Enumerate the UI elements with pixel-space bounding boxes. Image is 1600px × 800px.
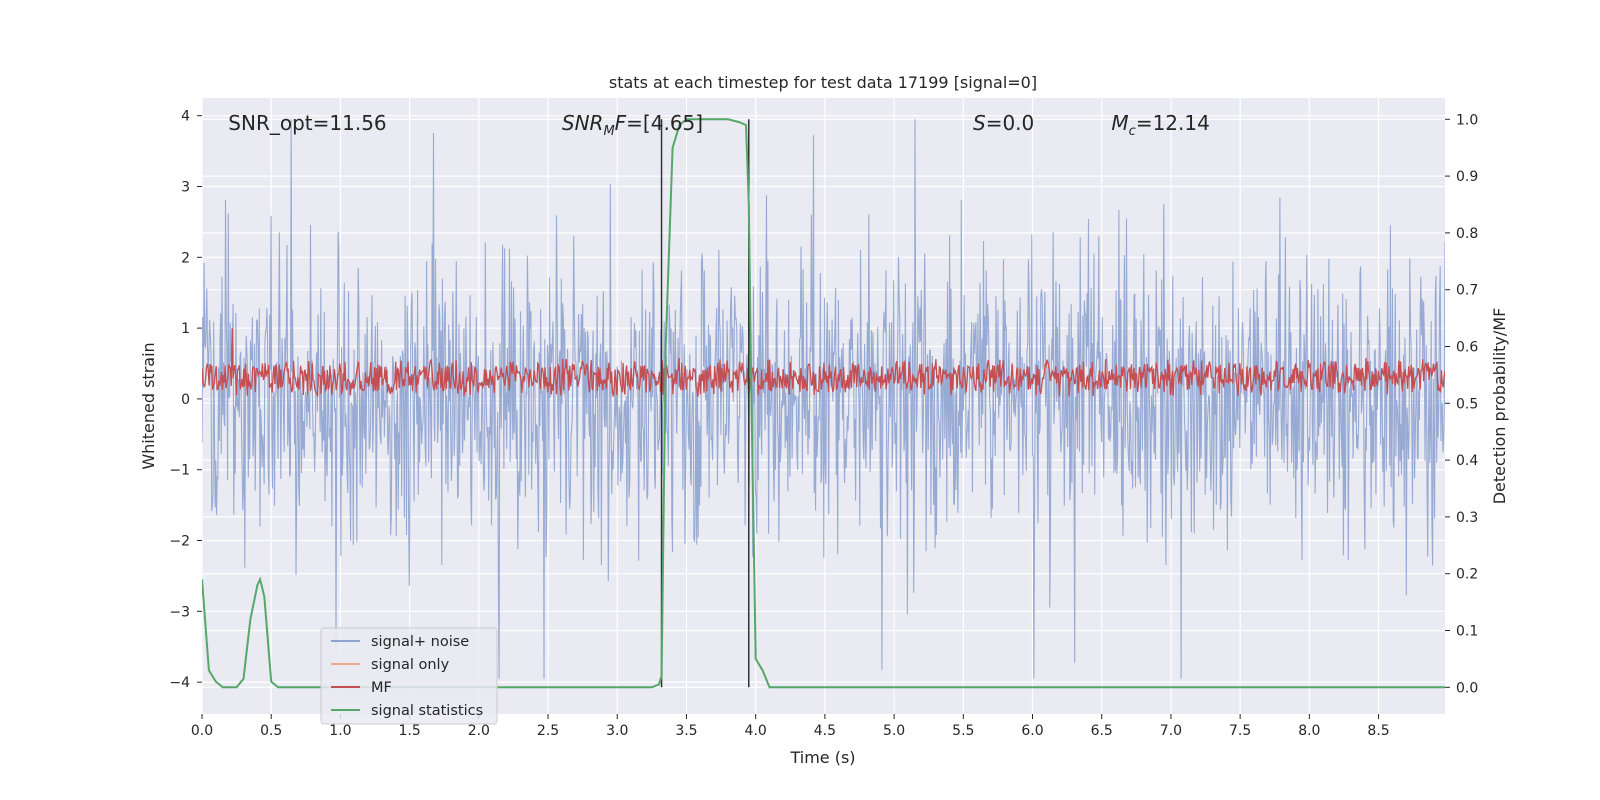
mf-series — [202, 328, 1445, 397]
x-tick-label: 8.5 — [1367, 723, 1389, 739]
x-tick-label: 5.0 — [883, 723, 905, 739]
y-right-tick-label: 0.4 — [1456, 453, 1478, 469]
y-right-tick-label: 0.6 — [1456, 340, 1478, 356]
y-right-tick-label: 0.2 — [1456, 567, 1478, 583]
x-tick-label: 6.0 — [1021, 723, 1043, 739]
annotation-3: Mc=12.14 — [1111, 111, 1209, 139]
y-right-tick-label: 0.0 — [1456, 680, 1478, 696]
annotation-0: SNR_opt=11.56 — [228, 111, 386, 135]
y-tick-label: 2 — [181, 250, 190, 266]
legend: signal+ noise signal only MF signal stat… — [320, 627, 498, 725]
x-tick-label: 0.0 — [191, 723, 213, 739]
y-tick-label: −3 — [169, 604, 190, 620]
x-tick-label: 2.0 — [468, 723, 490, 739]
x-tick-label: 8.0 — [1298, 723, 1320, 739]
y-right-tick-label: 0.9 — [1456, 169, 1478, 185]
y-right-tick-label: 0.8 — [1456, 226, 1478, 242]
x-tick-label: 4.0 — [745, 723, 767, 739]
signal-noise-series — [202, 119, 1445, 679]
y-tick-label: 1 — [181, 321, 190, 337]
y-tick-label: 0 — [181, 392, 190, 408]
x-tick-label: 7.5 — [1229, 723, 1251, 739]
annotations: SNR_opt=11.56 SNRMF=[4.65] S=0.0 Mc=12.14 — [228, 111, 1210, 139]
y-right-tick-label: 1.0 — [1456, 112, 1478, 128]
y-right-tick-label: 0.5 — [1456, 396, 1478, 412]
y-axis-ticks: 4 3 2 1 0 −1 −2 −3 −4 — [169, 109, 202, 691]
legend-box — [320, 627, 498, 725]
x-tick-label: 2.5 — [537, 723, 559, 739]
signal-noise-line — [202, 119, 1445, 679]
legend-label-signal-statistics: signal statistics — [371, 703, 483, 719]
legend-label-mf: MF — [371, 680, 392, 696]
y-axis-label: Whitened strain — [139, 342, 158, 469]
annotation-2: S=0.0 — [973, 111, 1034, 135]
y-axis-right-label: Detection probability/MF — [1490, 308, 1509, 505]
chart-title: stats at each timestep for test data 171… — [609, 73, 1037, 92]
x-tick-label: 1.0 — [329, 723, 351, 739]
signal-statistics-series — [202, 118, 1445, 689]
x-tick-label: 6.5 — [1091, 723, 1113, 739]
y-tick-label: 4 — [181, 109, 190, 125]
annotation-1: SNRMF=[4.65] — [562, 111, 703, 139]
mf-line — [202, 328, 1445, 397]
x-tick-label: 5.5 — [952, 723, 974, 739]
x-axis-label: Time (s) — [789, 748, 855, 767]
plot-area — [202, 118, 1445, 689]
x-tick-label: 7.0 — [1160, 723, 1182, 739]
x-tick-label: 3.0 — [606, 723, 628, 739]
y-tick-label: −1 — [169, 463, 190, 479]
y-tick-label: 3 — [181, 180, 190, 196]
legend-label-signal-noise: signal+ noise — [371, 634, 469, 650]
y-axis-right-ticks: 1.0 0.9 0.8 0.7 0.6 0.5 0.4 0.3 0.2 0.1 0.0 — [1445, 112, 1478, 696]
y-right-tick-label: 0.1 — [1456, 624, 1478, 640]
y-tick-label: −4 — [169, 675, 190, 691]
x-tick-label: 3.5 — [675, 723, 697, 739]
signal-statistics-line — [202, 118, 1445, 689]
y-tick-label: −2 — [169, 534, 190, 550]
legend-label-signal-only: signal only — [371, 657, 450, 673]
y-right-tick-label: 0.3 — [1456, 510, 1478, 526]
x-tick-label: 1.5 — [398, 723, 420, 739]
y-right-tick-label: 0.7 — [1456, 283, 1478, 299]
x-tick-label: 4.5 — [814, 723, 836, 739]
x-tick-label: 0.5 — [260, 723, 282, 739]
x-axis-ticks: 0.0 0.5 1.0 1.5 2.0 2.5 3.0 3.5 4.0 4.5 5.0 5.5 6.0 6… — [191, 714, 1390, 739]
